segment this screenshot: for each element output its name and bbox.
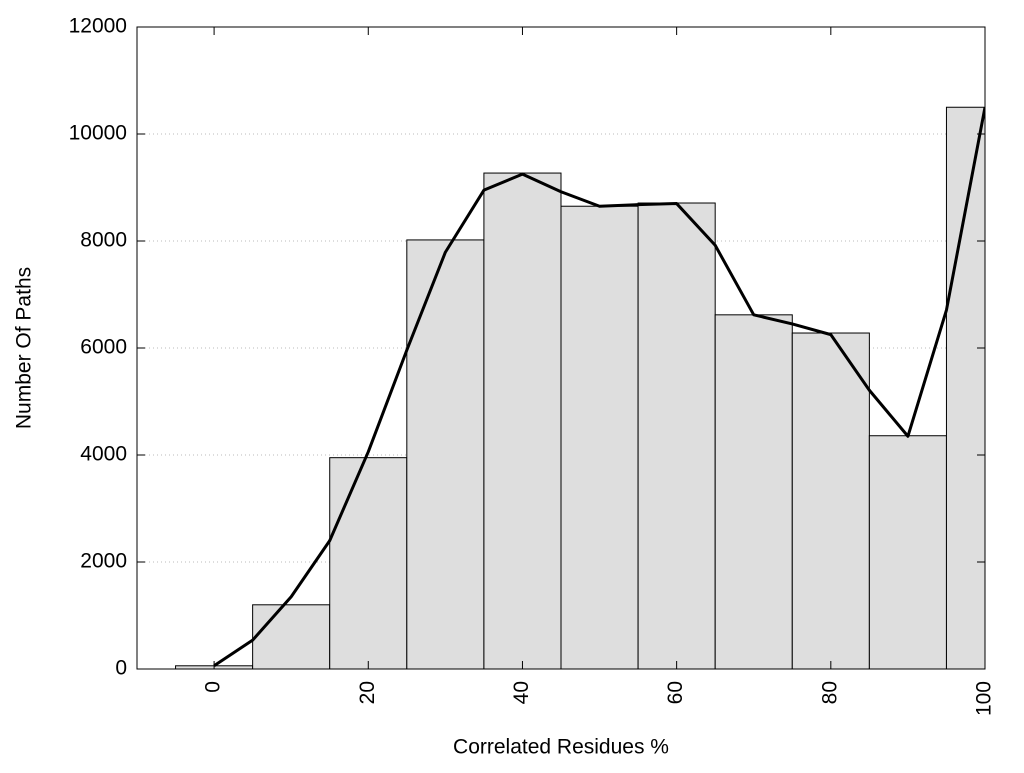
x-tick-label: 20: [356, 681, 379, 704]
y-tick-label: 2000: [80, 550, 127, 573]
bar: [252, 604, 331, 669]
bar: [714, 314, 793, 669]
x-axis-label: Correlated Residues %: [453, 736, 669, 759]
x-tick-label: 0: [202, 681, 225, 693]
bar: [406, 239, 485, 669]
bar: [483, 172, 562, 669]
plot-frame: [136, 26, 986, 670]
density-curve: [213, 106, 985, 668]
bar: [868, 435, 947, 669]
x-tick-label: 40: [510, 681, 533, 704]
bar: [791, 332, 870, 669]
y-tick-label: 8000: [80, 229, 127, 252]
overlay: 0 2000 4000 6000 8000 10000 12000 0 20 40 60 80 100: [69, 15, 996, 717]
x-tick-label: 80: [818, 681, 841, 704]
x-tick-label: 100: [973, 681, 996, 716]
bar: [329, 457, 408, 669]
x-tick-label: 60: [664, 681, 687, 704]
y-tick-label: 0: [115, 657, 127, 680]
bar: [560, 205, 639, 669]
y-tick-label: 4000: [80, 443, 127, 466]
y-axis-label: Number Of Paths: [13, 267, 36, 429]
y-tick-label: 10000: [69, 122, 127, 145]
bars: [137, 106, 985, 669]
y-tick-label: 6000: [80, 336, 127, 359]
y-tick-label: 12000: [69, 15, 127, 38]
bar: [637, 202, 716, 669]
